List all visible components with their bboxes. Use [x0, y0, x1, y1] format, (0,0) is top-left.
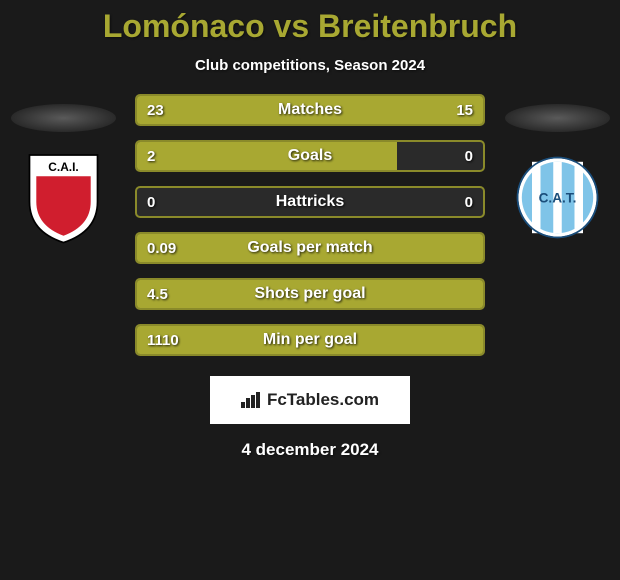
- stat-value-right: 0: [465, 148, 473, 165]
- stat-row-goals: 2 Goals 0: [135, 140, 485, 172]
- svg-text:C.A.I.: C.A.I.: [48, 160, 78, 174]
- shadow-oval-right: [505, 104, 610, 132]
- team-left-block: C.A.I.: [8, 104, 118, 245]
- subtitle: Club competitions, Season 2024: [0, 57, 620, 74]
- stat-label: Min per goal: [137, 331, 483, 349]
- stat-row-goals-per-match: 0.09 Goals per match: [135, 232, 485, 264]
- stat-row-min-per-goal: 1110 Min per goal: [135, 324, 485, 356]
- stat-value-right: 0: [465, 194, 473, 211]
- team-left-logo: C.A.I.: [21, 150, 106, 245]
- branding-badge: FcTables.com: [210, 376, 410, 424]
- stat-label: Goals: [137, 147, 483, 165]
- stat-row-matches: 23 Matches 15: [135, 94, 485, 126]
- team-right-logo: C.A.T.: [515, 150, 600, 245]
- stat-row-shots-per-goal: 4.5 Shots per goal: [135, 278, 485, 310]
- stat-row-hattricks: 0 Hattricks 0: [135, 186, 485, 218]
- page-title: Lomónaco vs Breitenbruch: [0, 0, 620, 45]
- svg-text:C.A.T.: C.A.T.: [538, 191, 576, 206]
- stat-label: Hattricks: [137, 193, 483, 211]
- chart-icon: [241, 392, 261, 408]
- stat-value-right: 15: [456, 102, 473, 119]
- stats-bars: 23 Matches 15 2 Goals 0 0 Hattricks 0: [135, 94, 485, 356]
- shadow-oval-left: [11, 104, 116, 132]
- branding-text: FcTables.com: [267, 390, 379, 410]
- chart-area: C.A.I. C.A.T. 23 Matches 15: [0, 94, 620, 356]
- infographic-container: Lomónaco vs Breitenbruch Club competitio…: [0, 0, 620, 580]
- team-right-block: C.A.T.: [502, 104, 612, 245]
- date-text: 4 december 2024: [0, 440, 620, 460]
- stat-label: Goals per match: [137, 239, 483, 257]
- stat-label: Shots per goal: [137, 285, 483, 303]
- stat-label: Matches: [137, 101, 483, 119]
